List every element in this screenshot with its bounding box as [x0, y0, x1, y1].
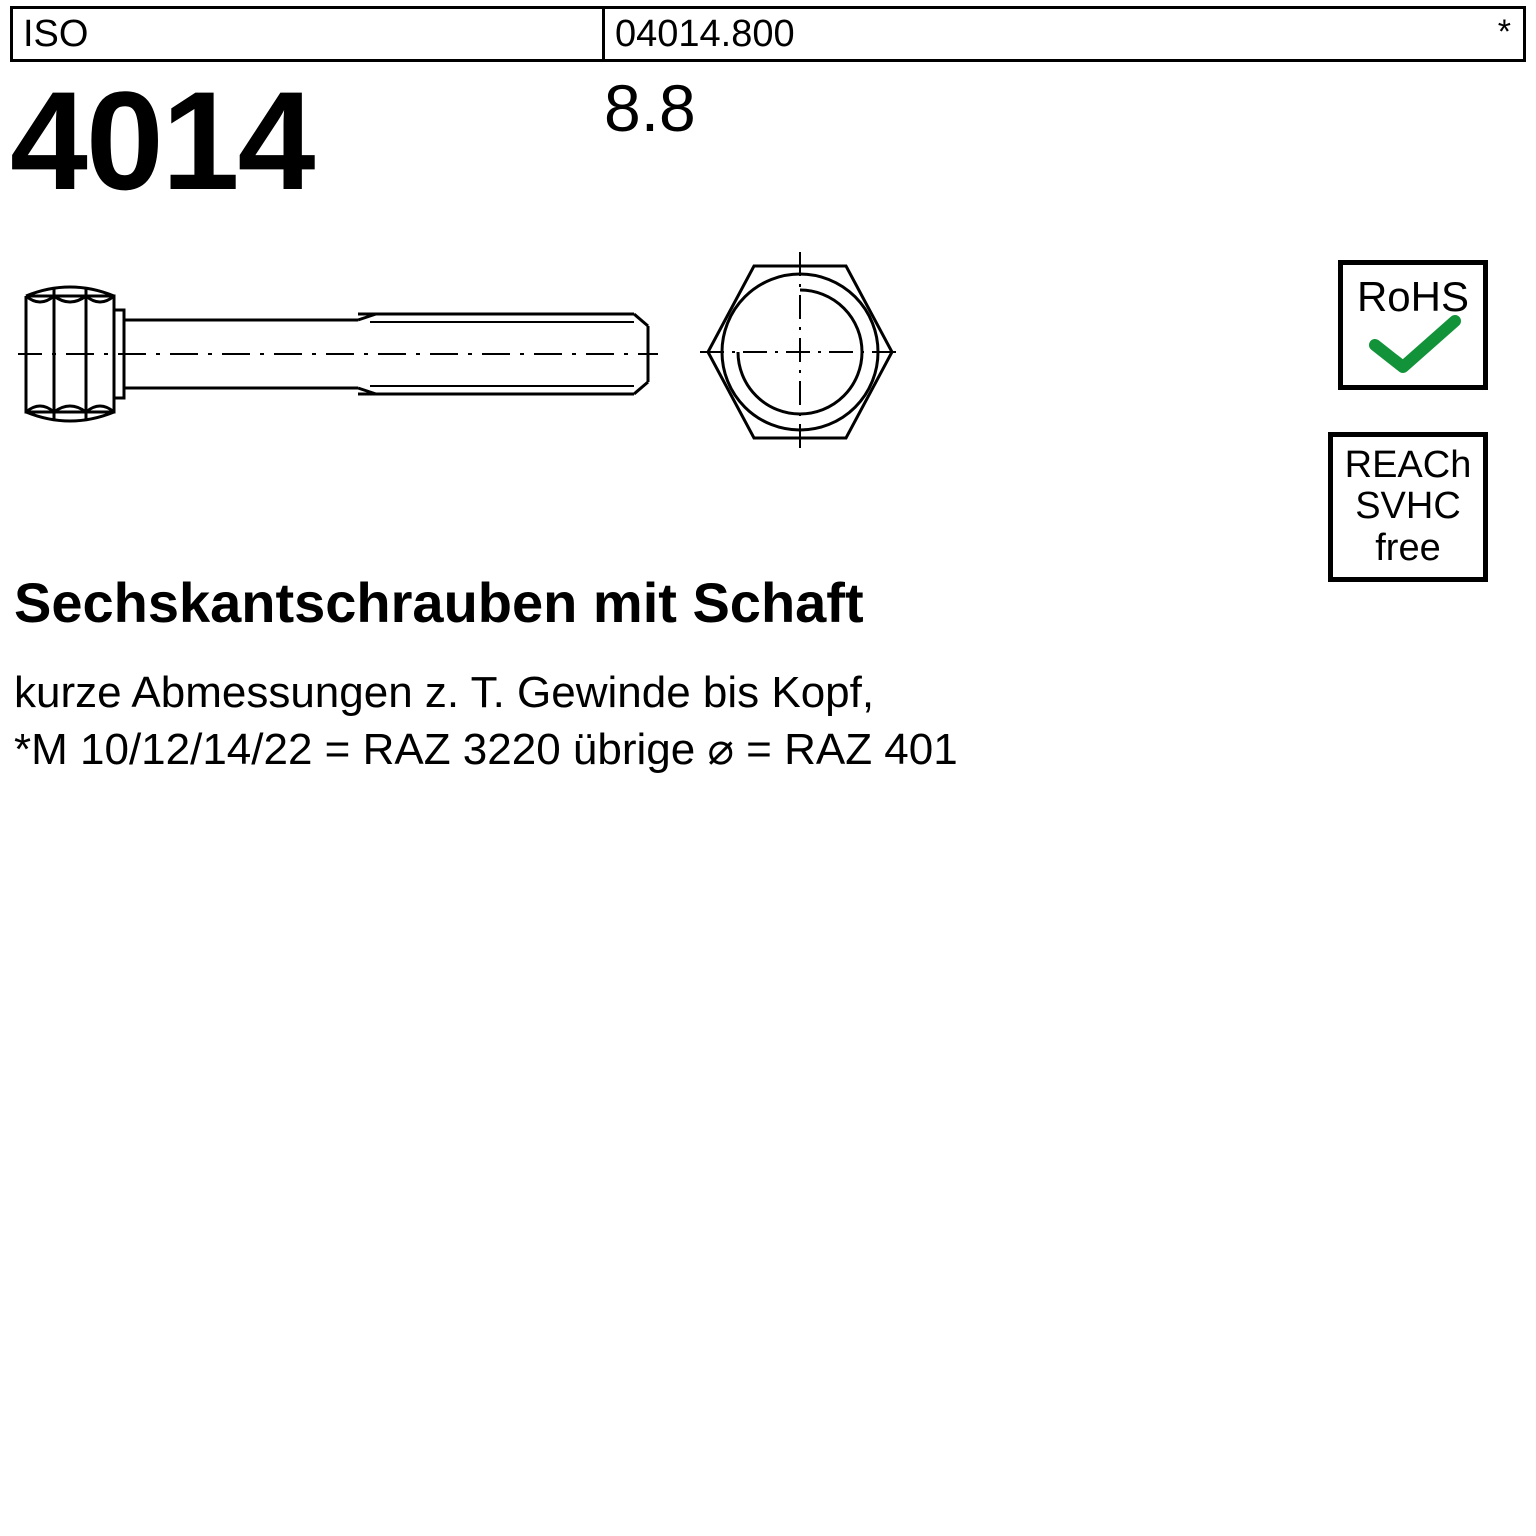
reach-line2: SVHC [1333, 486, 1483, 527]
product-title: Sechskantschrauben mit Schaft [14, 570, 864, 635]
rohs-label: RoHS [1343, 273, 1483, 321]
reach-line3: free [1333, 528, 1483, 569]
rohs-badge: RoHS [1338, 260, 1488, 390]
datasheet-page: ISO 04014.800 * 4014 8.8 [0, 0, 1536, 1536]
reach-line1: REACh [1333, 445, 1483, 486]
header-star: * [1498, 13, 1511, 52]
bolt-side-icon [18, 264, 658, 444]
header-right-cell: 04014.800 * [605, 9, 1523, 59]
header-row: ISO 04014.800 * [10, 6, 1526, 62]
hex-front-icon [700, 252, 900, 452]
header-left-text: ISO [23, 13, 88, 56]
grade-label: 8.8 [604, 70, 696, 146]
reach-badge: REACh SVHC free [1328, 432, 1488, 582]
description-line-1: kurze Abmessungen z. T. Gewinde bis Kopf… [14, 668, 874, 718]
standard-number: 4014 [10, 60, 313, 222]
check-icon [1343, 315, 1483, 379]
header-right-text: 04014.800 [615, 13, 795, 56]
content-region: ISO 04014.800 * 4014 8.8 [0, 0, 1536, 1536]
description-line-2: *M 10/12/14/22 = RAZ 3220 übrige ⌀ = RAZ… [14, 724, 958, 775]
header-left-cell: ISO [13, 9, 605, 59]
